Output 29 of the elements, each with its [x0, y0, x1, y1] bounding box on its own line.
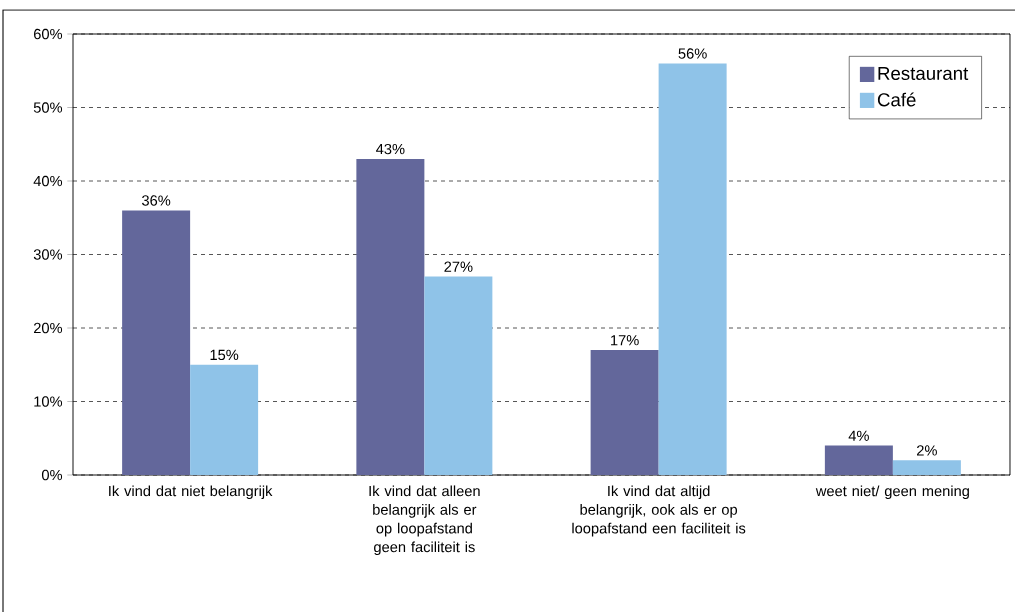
x-tick-label: Ik vind dat altijd belangrijk, ook als er op loopafstand een faciliteit is	[572, 485, 746, 537]
bar	[824, 445, 893, 475]
legend-label: Restaurant	[878, 67, 969, 81]
bar	[892, 460, 961, 475]
legend-label: Café	[877, 92, 916, 107]
bar	[122, 210, 191, 475]
data-label: 27%	[444, 261, 473, 272]
y-tick-label: 50%	[33, 102, 63, 113]
data-label: 17%	[611, 335, 639, 346]
y-tick-label: 10%	[34, 396, 63, 407]
x-tick-label: Ik vind dat niet belangrijk	[109, 485, 273, 500]
data-label: 36%	[142, 195, 171, 206]
data-label: 43%	[376, 143, 405, 155]
data-label: 15%	[210, 349, 239, 361]
y-tick-label: 40%	[33, 175, 63, 187]
bar	[590, 350, 659, 475]
y-tick-label: 20%	[33, 322, 63, 334]
data-label: 4%	[848, 430, 869, 441]
bar	[190, 364, 259, 475]
bar	[424, 276, 493, 475]
data-label: 56%	[678, 48, 707, 59]
bar	[658, 63, 727, 475]
x-tick-label: weet niet/ geen mening	[815, 485, 969, 500]
y-tick-label: 60%	[34, 28, 63, 40]
x-tick-label: Ik vind dat alleen belangrijk als er op loopafstand geen faciliteit is	[369, 485, 480, 556]
bar	[356, 158, 425, 475]
y-tick-label: 0%	[41, 469, 63, 481]
y-tick-label: 30%	[33, 249, 63, 260]
data-label: 2%	[917, 445, 937, 456]
